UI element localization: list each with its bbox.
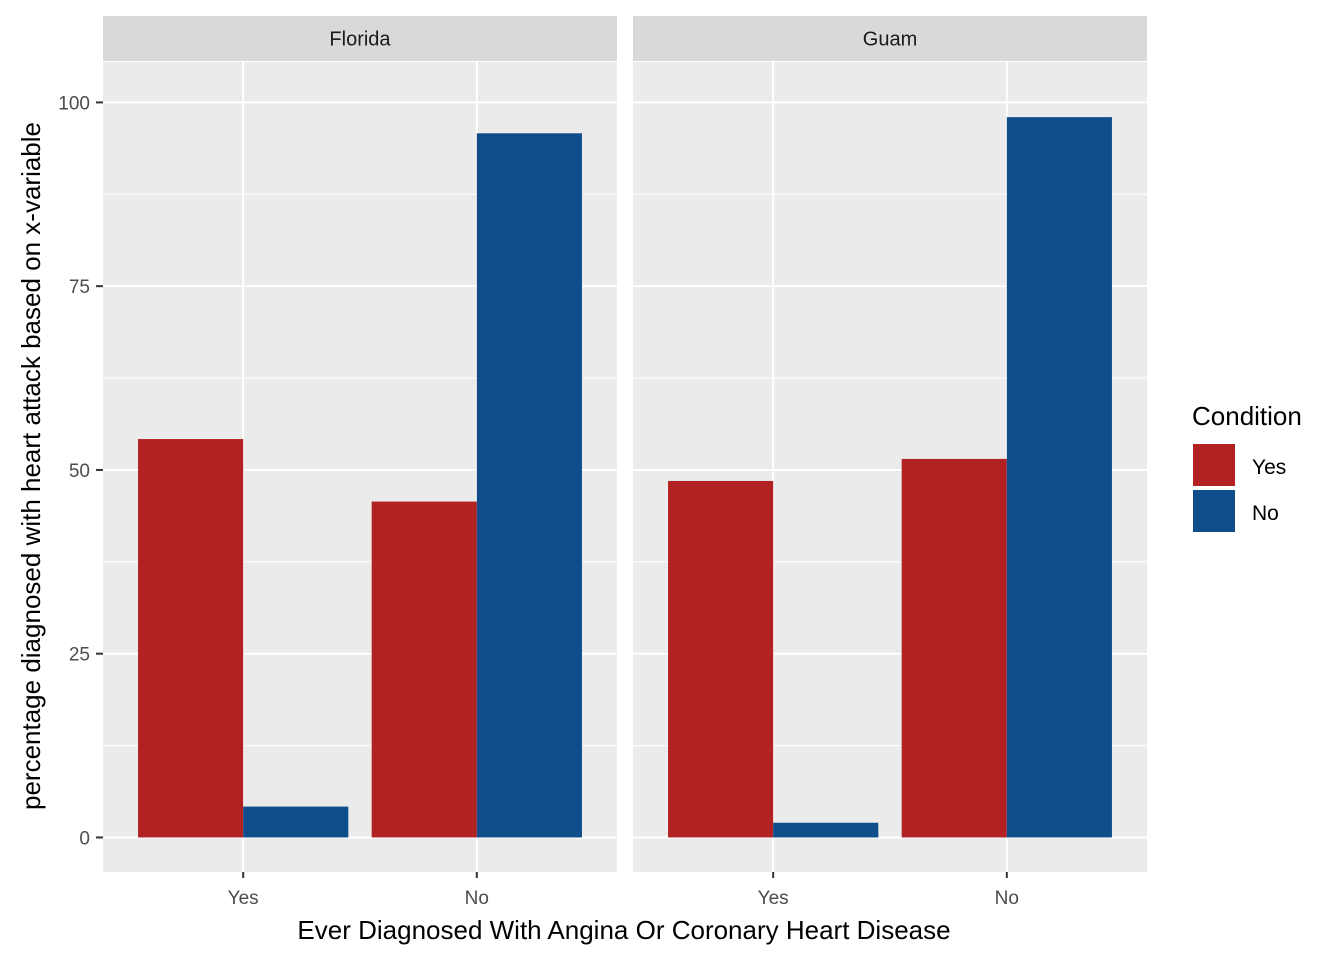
y-tick-label: 50: [69, 461, 90, 482]
y-tick-label: 100: [58, 93, 90, 114]
legend-key-no: [1193, 490, 1235, 532]
x-tick-label: No: [465, 888, 489, 909]
bar-guam-no-yes: [773, 822, 879, 838]
y-tick-label: 75: [69, 277, 90, 298]
facet-strip-label: Florida: [329, 29, 391, 51]
bar-florida-no-no: [476, 133, 582, 838]
facet-strip: [103, 16, 617, 61]
legend-label-no: No: [1252, 502, 1279, 525]
bar-florida-yes-yes: [138, 439, 244, 838]
y-tick-label: 0: [79, 828, 90, 849]
facet-panel-guam: Guam Yes No: [633, 16, 1147, 909]
y-axis-title: percentage diagnosed with heart attack b…: [16, 122, 46, 810]
bar-florida-yes-no: [371, 501, 477, 838]
x-tick-label: Yes: [228, 888, 259, 909]
bar-guam-no-no: [1006, 117, 1112, 838]
bar-guam-yes-yes: [668, 480, 774, 838]
x-tick-label: No: [995, 888, 1019, 909]
x-axis-title: Ever Diagnosed With Angina Or Coronary H…: [297, 915, 950, 945]
bar-florida-no-yes: [243, 806, 349, 838]
x-tick-label: Yes: [758, 888, 789, 909]
legend-key-yes: [1193, 444, 1235, 486]
facet-panels: Florida Yes No Guam Yes No: [103, 16, 1147, 909]
facet-strip-label: Guam: [863, 29, 917, 51]
bar-guam-yes-no: [901, 458, 1007, 838]
legend-label-yes: Yes: [1252, 456, 1286, 479]
facet-panel-florida: Florida Yes No: [103, 16, 617, 909]
legend: Condition Yes No: [1192, 401, 1302, 532]
y-axis: 0 25 50 75 100: [58, 93, 103, 849]
facet-strip: [633, 16, 1147, 61]
legend-title: Condition: [1192, 401, 1302, 431]
y-tick-label: 25: [69, 645, 90, 666]
